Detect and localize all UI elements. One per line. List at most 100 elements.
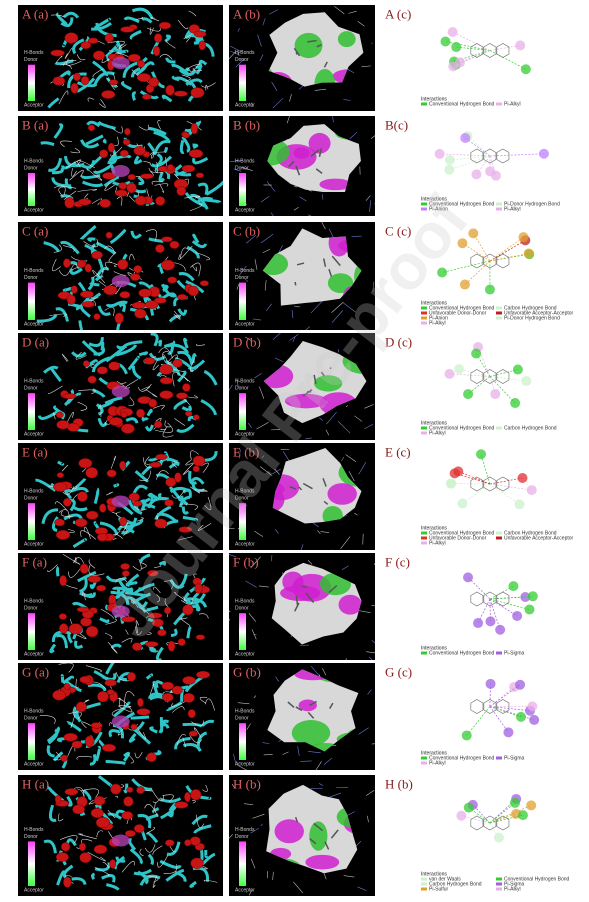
beta-strand xyxy=(55,307,69,322)
residue xyxy=(526,485,537,496)
beta-strand xyxy=(95,403,104,416)
helix xyxy=(133,824,145,833)
helix xyxy=(109,859,117,869)
patch xyxy=(319,178,352,191)
loop xyxy=(64,47,72,59)
loop xyxy=(88,299,96,307)
panel-bg xyxy=(381,663,579,770)
residue xyxy=(520,64,531,75)
beta-strand xyxy=(168,461,180,469)
ligand-bond xyxy=(295,51,298,55)
loop xyxy=(127,753,134,764)
beta-strand xyxy=(159,859,182,869)
residue xyxy=(515,679,526,690)
ligand xyxy=(111,605,130,618)
helix xyxy=(153,45,161,57)
loop xyxy=(159,54,173,60)
loop xyxy=(77,160,96,169)
helix xyxy=(106,469,117,478)
helix xyxy=(52,689,67,701)
beta-strand xyxy=(94,275,103,282)
legend-text: H-Bonds xyxy=(235,158,255,164)
legend-swatch xyxy=(496,207,502,211)
beta-strand xyxy=(141,417,149,422)
residue-stick xyxy=(371,743,375,745)
loop xyxy=(143,161,151,166)
helix xyxy=(54,518,65,527)
loop xyxy=(63,245,75,252)
residue-stick xyxy=(343,302,356,313)
legend-text: Pi-Alkyl xyxy=(429,760,446,766)
loop xyxy=(145,456,163,465)
helix xyxy=(167,640,176,652)
legend-text: H-Bonds xyxy=(24,268,44,274)
beta-strand xyxy=(78,36,90,52)
legend-title: Interactions xyxy=(421,871,447,877)
beta-strand xyxy=(120,81,132,91)
residue-stick xyxy=(366,789,375,796)
legend-text: Donor xyxy=(24,57,38,63)
patch xyxy=(274,819,304,844)
interaction-line xyxy=(467,577,491,600)
hbond-gradient xyxy=(239,64,246,101)
loop xyxy=(194,489,208,492)
residue xyxy=(510,398,521,409)
loop xyxy=(196,343,205,346)
residue-stick xyxy=(289,334,299,341)
beta-strand xyxy=(182,515,199,522)
beta-strand xyxy=(179,139,185,154)
ring xyxy=(483,369,497,384)
helix xyxy=(182,692,195,703)
residue-stick xyxy=(358,462,367,475)
loop xyxy=(62,554,81,565)
residue xyxy=(447,27,458,38)
loop xyxy=(115,795,119,798)
residue xyxy=(523,248,534,259)
beta-strand xyxy=(141,17,153,24)
residue-stick xyxy=(315,761,322,770)
helix xyxy=(82,360,90,367)
beta-strand xyxy=(69,498,76,512)
ring xyxy=(483,253,497,269)
loop xyxy=(125,629,129,635)
residue-stick xyxy=(248,889,253,896)
beta-strand xyxy=(139,553,151,564)
beta-strand xyxy=(99,617,110,624)
residue-stick xyxy=(367,689,372,695)
helix xyxy=(76,606,90,613)
legend-swatch xyxy=(421,321,427,325)
residue-stick xyxy=(294,305,300,308)
interaction-line xyxy=(489,598,518,617)
ligand xyxy=(111,275,130,287)
interaction-line xyxy=(462,483,491,504)
helix xyxy=(119,291,131,299)
panel-label: H (b) xyxy=(385,777,413,792)
legend-title: Interactions xyxy=(421,420,447,426)
helix xyxy=(176,392,188,400)
legend-text: Acceptor xyxy=(235,651,255,657)
loop xyxy=(153,586,161,594)
loop xyxy=(81,591,86,601)
hbond-gradient xyxy=(239,173,246,206)
helix xyxy=(174,472,182,483)
residue-stick xyxy=(317,530,321,535)
beta-strand xyxy=(133,155,143,165)
residue xyxy=(434,148,445,159)
residue-stick xyxy=(329,792,341,798)
loop xyxy=(105,618,117,625)
legend-swatch xyxy=(421,882,427,886)
residue-stick xyxy=(272,468,281,475)
helix xyxy=(59,575,67,587)
loop xyxy=(173,310,181,320)
helix xyxy=(153,420,163,429)
beta-strand xyxy=(70,486,89,493)
residue xyxy=(527,701,538,712)
loop xyxy=(204,698,215,711)
beta-strand xyxy=(183,337,189,349)
panel-label: D (b) xyxy=(233,335,261,350)
residue-stick xyxy=(326,411,337,425)
residue xyxy=(444,164,455,175)
helix xyxy=(123,796,134,807)
helix xyxy=(105,231,113,239)
